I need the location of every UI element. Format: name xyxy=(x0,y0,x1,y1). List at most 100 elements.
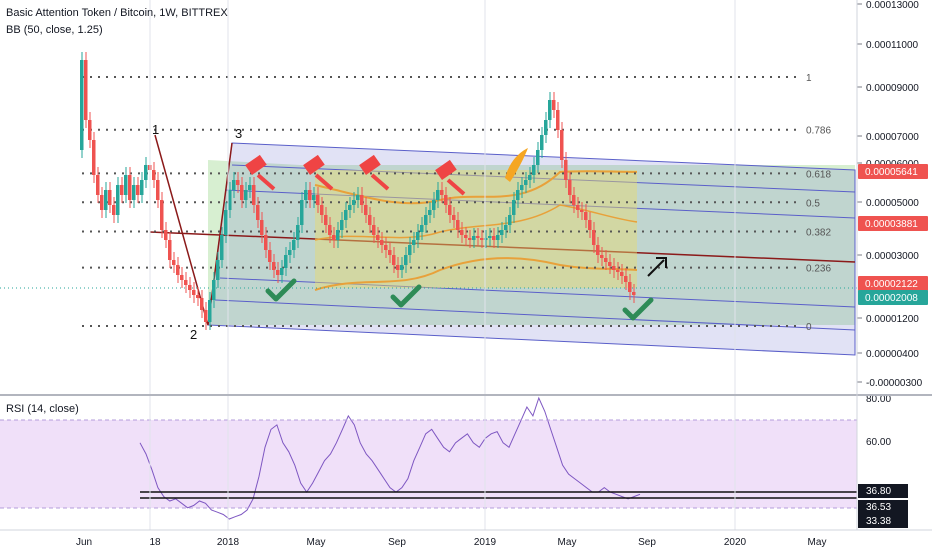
candle-body xyxy=(300,200,304,225)
candle-body xyxy=(360,195,364,205)
rsi-badge xyxy=(858,514,908,528)
fib-levels: 1 0.786 0.618 0.5 0.382 0.236 0 xyxy=(0,73,857,333)
candle-body xyxy=(512,200,516,215)
candle-body xyxy=(228,190,232,210)
hammer-icon xyxy=(370,173,390,191)
candle-body xyxy=(480,238,484,240)
chart-title: Basic Attention Token / Bitcoin, 1W, BIT… xyxy=(6,7,228,19)
hammer-icon xyxy=(435,159,457,181)
candle-body xyxy=(596,245,600,255)
channel-line xyxy=(219,277,856,308)
candle-body xyxy=(392,255,396,265)
candle-body xyxy=(532,165,536,175)
candle-body xyxy=(276,270,280,275)
wave-label: 3 xyxy=(235,126,242,141)
candle-body xyxy=(484,238,488,240)
price-badge-label: 0.00002122 xyxy=(865,279,918,290)
candle-body xyxy=(572,195,576,205)
candle-body xyxy=(84,60,88,120)
price-badge-label: 0.00005641 xyxy=(865,167,918,178)
candle-body xyxy=(168,240,172,260)
candle-body xyxy=(96,175,100,195)
price-tick-label: 0.00000400 xyxy=(866,349,919,360)
candle-body xyxy=(432,200,436,210)
candle-body xyxy=(476,236,480,238)
rsi-line xyxy=(139,396,641,520)
candle-body xyxy=(244,190,248,200)
candle-body xyxy=(152,170,156,180)
hammer-icon xyxy=(303,154,325,175)
candle-body xyxy=(516,190,520,200)
hammer-icon xyxy=(359,154,381,175)
candle-body xyxy=(440,190,444,195)
fib-label: 0 xyxy=(806,322,812,333)
candle-body xyxy=(296,225,300,240)
fib-label: 0.5 xyxy=(806,198,820,209)
price-panel[interactable] xyxy=(0,0,857,393)
candle-body xyxy=(408,245,412,255)
candle-body xyxy=(124,175,128,195)
rsi-title: RSI (14, close) xyxy=(6,403,79,415)
candle-body xyxy=(292,240,296,250)
candle-body xyxy=(560,130,564,160)
candle-body xyxy=(88,120,92,140)
wave-label: 1 xyxy=(152,122,159,137)
candle-body xyxy=(564,160,568,180)
indicator-label: BB (50, close, 1.25) xyxy=(6,24,103,36)
candle-body xyxy=(544,120,548,135)
candle-body xyxy=(272,262,276,270)
candle-body xyxy=(460,230,464,235)
time-tick-label: May xyxy=(808,537,827,548)
candle-body xyxy=(216,260,220,280)
candle-body xyxy=(376,235,380,240)
price-tick-label: 0.00001200 xyxy=(866,314,919,325)
candle-body xyxy=(436,190,440,200)
fib-label: 0.236 xyxy=(806,264,831,275)
candle-body xyxy=(632,292,636,295)
check-icon xyxy=(622,297,654,321)
candle-body xyxy=(280,268,284,275)
rsi-badge xyxy=(858,484,908,498)
candle-body xyxy=(580,210,584,212)
candle-body xyxy=(528,175,532,180)
candle-body xyxy=(608,262,612,266)
candle-body xyxy=(588,220,592,230)
candle-body xyxy=(400,265,404,270)
candle-body xyxy=(372,225,376,235)
arrow-icon xyxy=(656,257,667,268)
price-tick-label: 0.00009000 xyxy=(866,83,919,94)
candle-body xyxy=(156,180,160,200)
candle-body xyxy=(172,260,176,265)
fib-label: 0.786 xyxy=(806,126,831,137)
rsi-series xyxy=(0,396,857,520)
rsi-badge-label: 33.38 xyxy=(866,516,891,527)
wave-label: 2 xyxy=(190,327,197,342)
time-axis[interactable]: Jun 18 2018 May Sep 2019 May Sep 2020 May xyxy=(76,0,827,548)
candle-body xyxy=(180,275,184,280)
candle-body xyxy=(620,272,624,276)
price-axis[interactable]: 0.00013000 0.00011000 0.00009000 0.00007000… xyxy=(857,0,928,528)
rsi-badge-label: 36.80 xyxy=(866,486,891,497)
candle-body xyxy=(232,180,236,190)
hammer-icon xyxy=(314,173,334,191)
candle-body xyxy=(320,205,324,215)
fib-label: 0.618 xyxy=(806,169,831,180)
candle-body xyxy=(144,165,148,180)
candle-body xyxy=(504,225,508,230)
price-tick-label: 0.00005000 xyxy=(866,198,919,209)
time-tick-label: Sep xyxy=(638,537,656,548)
channel-line xyxy=(224,189,856,219)
candle-body xyxy=(500,230,504,235)
hammer-icon xyxy=(256,173,276,191)
candle-body xyxy=(612,266,616,270)
price-badge xyxy=(858,164,928,179)
candle-body xyxy=(624,276,628,282)
candle-body xyxy=(420,225,424,232)
candle-body xyxy=(352,200,356,205)
candle-body xyxy=(212,280,216,300)
candle-body xyxy=(336,230,340,240)
candle-body xyxy=(472,236,476,240)
candle-body xyxy=(616,270,620,272)
candle-body xyxy=(256,205,260,220)
